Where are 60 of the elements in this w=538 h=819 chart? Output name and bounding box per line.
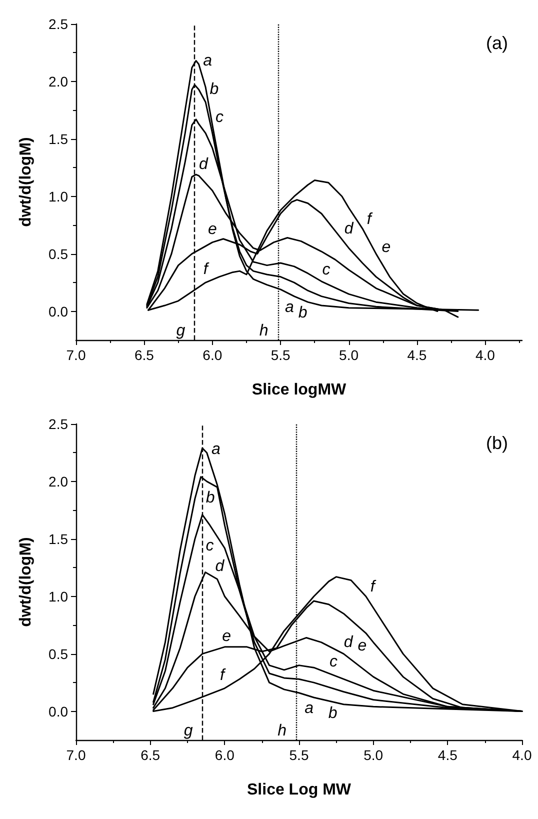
x-tick-label: 4.5 [438,747,458,763]
annotation: c [322,262,330,279]
annotation: c [216,109,224,126]
annotation: f [220,667,226,684]
annotation: f [370,578,376,596]
annotation: e [222,628,232,645]
y-tick-label: 0.0 [48,703,68,720]
annotation: e [382,239,391,256]
x-tick-label: 5.5 [289,747,309,763]
annotation: f [203,261,210,278]
y-tick-label: 0.5 [48,246,68,262]
ref-line-label: g [184,722,193,740]
annotation: c [329,654,338,671]
annotation: (a) [486,33,508,53]
annotation: b [210,81,219,98]
x-tick-label: 4.0 [512,747,532,763]
y-axis-title: dwt/d(logM) [18,537,34,627]
ref-line-label: g [176,322,186,340]
y-tick-label: 2.5 [48,416,68,432]
y-tick-label: 1.5 [48,130,68,147]
x-tick-label: 5.0 [364,747,384,763]
y-tick-label: 2.5 [48,16,68,32]
y-tick-label: 1.0 [48,188,68,204]
ref-line-label: h [278,722,287,740]
annotation: e [358,638,367,655]
annotation: d [199,156,210,173]
annotation: a [203,52,212,70]
annotation: b [298,304,308,322]
x-tick-label: 5.0 [339,347,359,363]
ref-line-label: h [259,322,268,340]
annotation: a [304,700,314,718]
x-tick-label: 6.5 [140,747,160,763]
annotation: d [344,220,354,238]
x-tick-label: 7.0 [66,347,86,363]
x-axis-title: Slice Log MW [247,782,352,798]
annotation: d [344,634,354,652]
y-tick-label: 2.0 [48,473,68,490]
annotation: e [208,220,217,238]
x-tick-label: 6.5 [134,347,154,363]
x-axis-title: Slice logMW [252,382,348,398]
x-tick-label: 5.5 [270,347,291,363]
y-tick-label: 1.0 [48,588,68,604]
y-axis-title: dwt/d(logM) [18,137,34,227]
x-tick-label: 6.0 [214,747,235,763]
annotation: (b) [486,433,508,453]
annotation: c [206,538,214,555]
y-tick-label: 0.0 [48,303,68,320]
x-tick-label: 6.0 [202,347,222,363]
x-tick-label: 4.5 [407,347,427,363]
annotation: f [366,210,373,228]
y-tick-label: 1.5 [48,530,68,547]
annotation: b [206,489,215,506]
annotation: b [328,704,338,722]
annotation: d [215,558,226,576]
annotation: a [212,440,221,458]
x-tick-label: 4.0 [475,347,496,363]
x-tick-label: 7.0 [66,747,86,763]
y-tick-label: 2.0 [48,73,68,90]
annotation: a [285,299,294,316]
y-tick-label: 0.5 [48,646,68,662]
